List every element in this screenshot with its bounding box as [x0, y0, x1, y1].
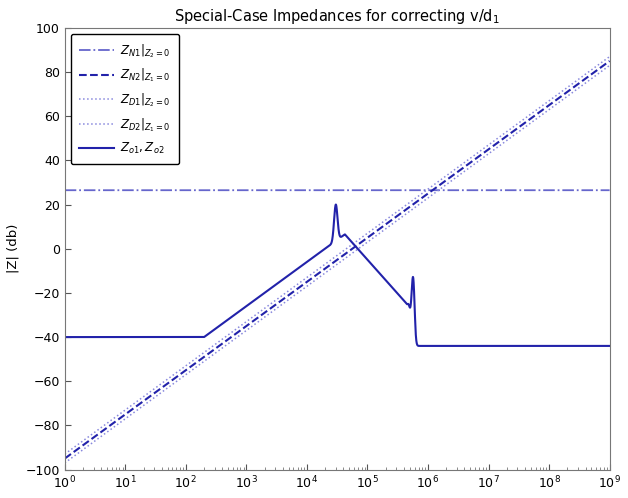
- $Z_{o1},Z_{o2}$: [543, 343, 551, 349]
- $Z_{o1},Z_{o2}$: [524, 343, 532, 349]
- Line: $Z_{D1}|_{Z_2=0}$: $Z_{D1}|_{Z_2=0}$: [65, 65, 610, 463]
- $Z_{D1}|_{Z_2=0}$: [543, 108, 551, 114]
- $Z_{o1},Z_{o2}$: [121, 334, 129, 340]
- $Z_{D2}|_{Z_1=0}$: [61, 451, 68, 457]
- $Z_{N1}|_{Z_2=0}$: [543, 187, 551, 193]
- Line: $Z_{N2}|_{Z_1=0}$: $Z_{N2}|_{Z_1=0}$: [65, 61, 610, 459]
- Line: $Z_{o1},Z_{o2}$: $Z_{o1},Z_{o2}$: [65, 205, 610, 346]
- $Z_{N2}|_{Z_1=0}$: [121, 411, 129, 417]
- $Z_{N1}|_{Z_2=0}$: [61, 187, 68, 193]
- Title: Special-Case Impedances for correcting v/d$_1$: Special-Case Impedances for correcting v…: [174, 7, 500, 26]
- $Z_{o1},Z_{o2}$: [422, 343, 430, 349]
- $Z_{N1}|_{Z_2=0}$: [524, 187, 532, 193]
- $Z_{N2}|_{Z_1=0}$: [503, 133, 511, 139]
- $Z_{D2}|_{Z_1=0}$: [470, 153, 477, 159]
- $Z_{o1},Z_{o2}$: [332, 202, 340, 208]
- $Z_{N1}|_{Z_2=0}$: [503, 187, 511, 193]
- Line: $Z_{D2}|_{Z_1=0}$: $Z_{D2}|_{Z_1=0}$: [65, 57, 610, 454]
- $Z_{D1}|_{Z_2=0}$: [503, 137, 511, 143]
- $Z_{D1}|_{Z_2=0}$: [61, 460, 68, 466]
- $Z_{D1}|_{Z_2=0}$: [606, 62, 614, 68]
- $Z_{D1}|_{Z_2=0}$: [470, 162, 477, 168]
- $Z_{D1}|_{Z_2=0}$: [236, 333, 243, 339]
- $Z_{N2}|_{Z_1=0}$: [470, 157, 477, 163]
- $Z_{N1}|_{Z_2=0}$: [236, 187, 243, 193]
- $Z_{N2}|_{Z_1=0}$: [606, 58, 614, 64]
- $Z_{o1},Z_{o2}$: [470, 343, 477, 349]
- $Z_{D2}|_{Z_1=0}$: [121, 407, 129, 413]
- $Z_{D2}|_{Z_1=0}$: [606, 54, 614, 60]
- $Z_{D2}|_{Z_1=0}$: [543, 100, 551, 106]
- $Z_{N2}|_{Z_1=0}$: [543, 104, 551, 110]
- $Z_{N1}|_{Z_2=0}$: [470, 187, 477, 193]
- $Z_{D2}|_{Z_1=0}$: [503, 128, 511, 134]
- $Z_{N2}|_{Z_1=0}$: [236, 328, 243, 334]
- $Z_{o1},Z_{o2}$: [236, 308, 243, 314]
- $Z_{o1},Z_{o2}$: [606, 343, 614, 349]
- $Z_{N1}|_{Z_2=0}$: [121, 187, 129, 193]
- $Z_{D2}|_{Z_1=0}$: [236, 324, 243, 330]
- $Z_{N2}|_{Z_1=0}$: [524, 118, 532, 124]
- $Z_{o1},Z_{o2}$: [504, 343, 511, 349]
- $Z_{N1}|_{Z_2=0}$: [606, 187, 614, 193]
- $Z_{D2}|_{Z_1=0}$: [524, 113, 532, 119]
- $Z_{D1}|_{Z_2=0}$: [524, 122, 532, 128]
- $Z_{N2}|_{Z_1=0}$: [61, 456, 68, 462]
- Y-axis label: |Z| (db): |Z| (db): [7, 224, 20, 273]
- $Z_{o1},Z_{o2}$: [61, 334, 68, 340]
- Legend: $Z_{N1}|_{Z_2=0}$, $Z_{N2}|_{Z_1=0}$, $Z_{D1}|_{Z_2=0}$, $Z_{D2}|_{Z_1=0}$, $Z_{: $Z_{N1}|_{Z_2=0}$, $Z_{N2}|_{Z_1=0}$, $Z…: [70, 34, 179, 164]
- $Z_{D1}|_{Z_2=0}$: [121, 416, 129, 422]
